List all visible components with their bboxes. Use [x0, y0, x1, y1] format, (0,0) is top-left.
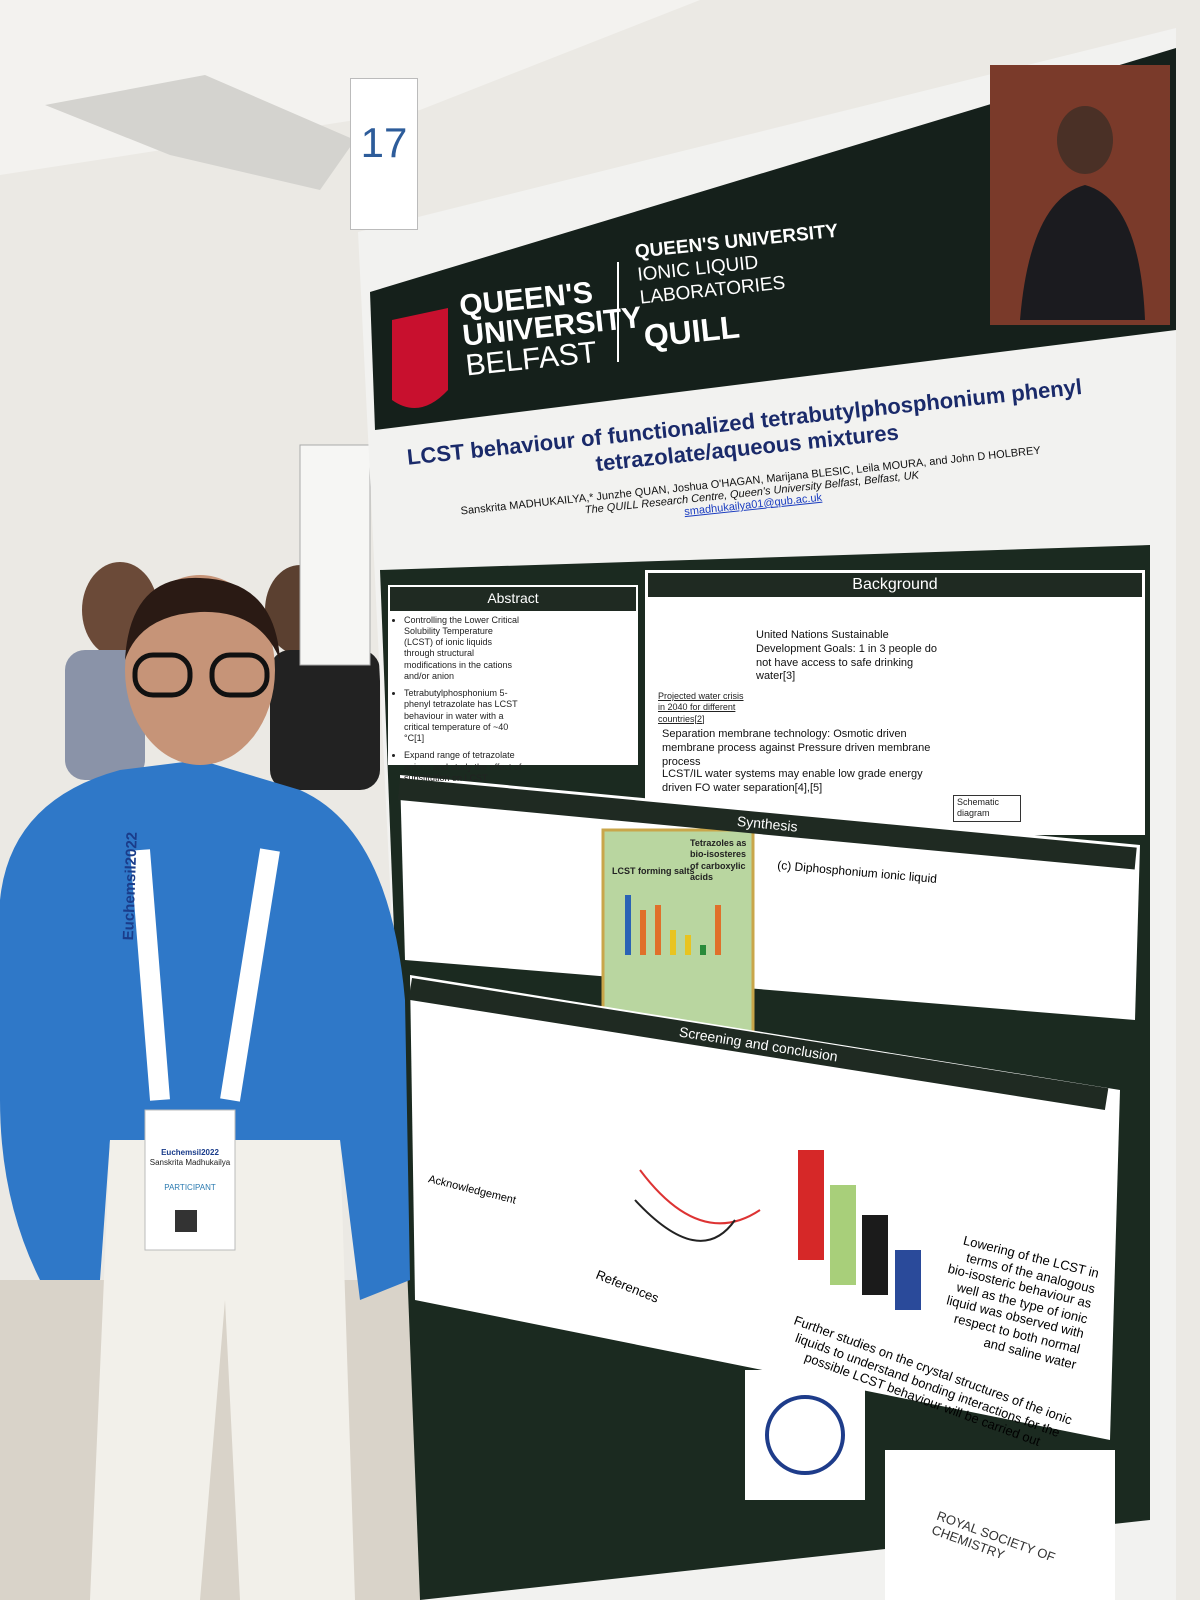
portrait-head: [1057, 106, 1113, 174]
decor-bar: [670, 930, 676, 955]
abstract-heading: Abstract: [390, 587, 636, 611]
badge-role: PARTICIPANT: [164, 1182, 216, 1192]
decor-bar: [862, 1215, 888, 1295]
abstract: Abstract Controlling the Lower Critical …: [390, 587, 636, 790]
abstract-bullet: Controlling the Lower Critical Solubilit…: [404, 615, 524, 683]
person-face: [125, 575, 275, 765]
decor-bar: [798, 1150, 824, 1260]
screening-panel: [410, 975, 1120, 1440]
decor-bar: [830, 1185, 856, 1285]
person-shirt: [0, 760, 410, 1300]
decor-bar: [640, 910, 646, 955]
abstract-bullet: Expand range of tetrazolate anions and s…: [404, 750, 524, 784]
lanyard-strap: [130, 848, 280, 1102]
side-banner: [299, 444, 371, 666]
badge-event: Euchemsil2022: [161, 1148, 219, 1157]
decor-bar: [895, 1250, 921, 1310]
logo-text: QUEEN'S UNIVERSITY BELFAST: [458, 273, 646, 382]
number-sign-text: 17: [360, 119, 408, 166]
poster-header: [370, 48, 1176, 430]
glasses: [132, 652, 193, 698]
badge-name: Sanskrita Madhukailya: [149, 1158, 231, 1168]
synthesis-chart-title: LCST forming salts: [612, 866, 695, 876]
background-panel: [645, 570, 1145, 835]
tezpur-logo: [765, 1395, 845, 1475]
person-hair: [125, 577, 280, 660]
glasses: [209, 652, 270, 698]
background-bullet: LCST/IL water systems may enable low gra…: [662, 768, 923, 794]
rsc-logo-box: [885, 1450, 1115, 1600]
decor-bar: [655, 905, 661, 955]
abstract-panel: [388, 585, 638, 765]
number-sign: 17: [350, 78, 418, 230]
synthesis-note: Tetrazoles as bio-isosteres of carboxyli…: [690, 838, 747, 882]
background: Background United Nations Sustainable De…: [648, 573, 1142, 822]
badge: Euchemsil2022 Sanskrita Madhukailya PART…: [148, 1148, 232, 1193]
abstract-list: Controlling the Lower Critical Solubilit…: [390, 615, 524, 785]
crest: [392, 308, 448, 408]
decor-curve: [639, 1169, 761, 1225]
decor-bar: [625, 895, 631, 955]
synthesis-bars: [625, 895, 721, 955]
decor-bar: [685, 935, 691, 955]
map-caption: Projected water crisis in 2040 for diffe…: [658, 691, 744, 724]
bg-person-body: [270, 650, 380, 790]
background-bullet: Separation membrane technology: Osmotic …: [662, 728, 931, 768]
vent: [45, 75, 355, 190]
background-bullet: United Nations Sustainable Development G…: [756, 629, 938, 683]
person-trousers: [90, 1140, 355, 1600]
lab-text: QUEEN'S UNIVERSITY IONIC LIQUID LABORATO…: [634, 221, 849, 356]
background-heading: Background: [648, 573, 1142, 597]
bg-person-body: [65, 650, 145, 780]
abstract-bullet: Tetrabutylphosphonium 5-phenyl tetrazola…: [404, 688, 524, 744]
badge-qr: [175, 1210, 197, 1232]
diagram-caption: Schematic diagram: [953, 795, 1021, 822]
decor-bar: [715, 905, 721, 955]
portrait-body: [1020, 185, 1145, 320]
decor-curve: [634, 1199, 736, 1242]
decor-bar: [700, 945, 706, 955]
